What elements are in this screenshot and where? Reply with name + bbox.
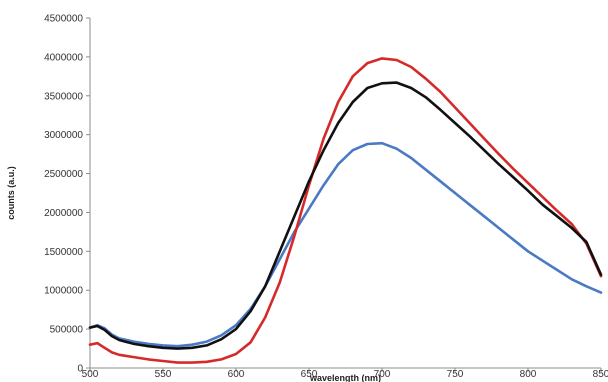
y-axis-title: counts (a.u.) [6,166,16,220]
y-tick-label: 3000000 [44,130,83,141]
y-tick-label: 4500000 [44,14,83,25]
x-tick-label: 750 [447,369,464,380]
series-line-1 [88,141,603,348]
y-tick-label: 0 [77,364,83,375]
y-tick-label: 2000000 [44,208,83,219]
y-tick-label: 3500000 [44,91,83,102]
x-tick-label: 700 [374,369,391,380]
y-tick-label: 1500000 [44,247,83,258]
x-axis-title: wavelength (nm) [309,373,381,382]
x-tick-label: 550 [155,369,172,380]
x-tick-label: 800 [520,369,537,380]
x-tick-label: 500 [82,369,99,380]
y-tick-label: 1000000 [44,286,83,297]
series-line-2 [88,57,603,364]
y-tick-label: 4000000 [44,52,83,63]
x-tick-label: 650 [301,369,318,380]
series-group [88,57,603,364]
y-tick-label: 500000 [50,325,84,336]
x-tick-label: 850 [593,369,608,380]
x-tick-label: 600 [228,369,245,380]
axes: 0 500000 1000000 1500000 2000000 2500000 30000… [44,14,608,381]
series-line-3 [88,81,603,350]
y-tick-label: 2500000 [44,169,83,180]
